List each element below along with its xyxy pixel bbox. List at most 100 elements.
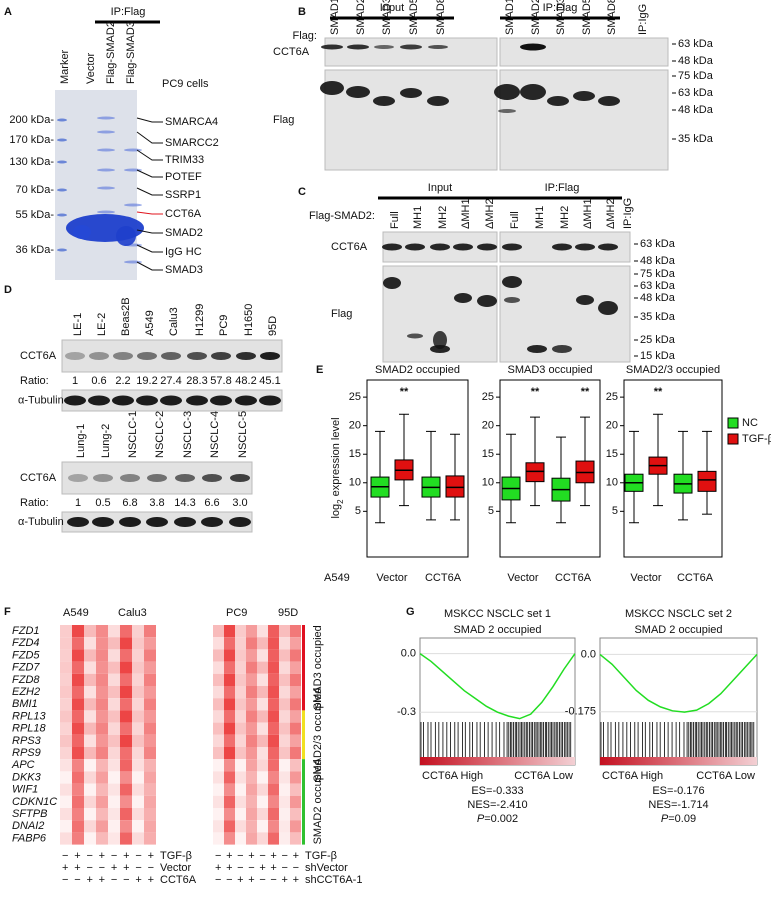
heatmap-cell — [60, 673, 72, 686]
band — [575, 243, 595, 251]
mw-label: 48 kDa — [678, 104, 714, 116]
heatmap-cell — [257, 649, 268, 662]
gene-label: FZD5 — [12, 649, 40, 661]
heatmap-cell — [72, 734, 84, 747]
lane-label: Beas2B — [120, 297, 132, 336]
protein-label: SMAD2 — [165, 227, 203, 239]
rank-bar — [600, 757, 757, 765]
lane-label: SMAD5 — [581, 0, 593, 35]
heatmap-cell — [132, 759, 144, 772]
heatmap-cell — [132, 661, 144, 674]
band — [68, 474, 88, 482]
gene-label: FZD1 — [12, 625, 40, 637]
band — [504, 297, 520, 303]
heatmap-cell — [213, 673, 224, 686]
y-tick-label: 20 — [606, 420, 618, 432]
heatmap-cell — [60, 783, 72, 796]
band — [97, 168, 115, 172]
heatmap-cell — [60, 722, 72, 735]
protein-label: SMAD3 — [165, 264, 203, 276]
heatmap-cell — [120, 649, 132, 662]
group-label: SMAD3 occupied — [312, 625, 324, 710]
lane-label: Marker — [59, 49, 71, 84]
protein-label: SMARCC2 — [165, 137, 219, 149]
protein-label: POTEF — [165, 171, 202, 183]
subplot-subtitle: SMAD 2 occupied — [453, 624, 541, 636]
heatmap-cell — [290, 698, 301, 711]
condition-signs: −+−+−+−+ — [62, 850, 154, 862]
band — [383, 277, 401, 289]
heatmap-cell — [84, 722, 96, 735]
heatmap-cell — [132, 637, 144, 650]
band — [116, 226, 136, 246]
lane-label: MH1 — [412, 206, 424, 229]
leader — [136, 169, 163, 178]
heatmap-cell — [257, 759, 268, 772]
heatmap-cell — [268, 698, 279, 711]
heatmap-cell — [246, 820, 257, 833]
heatmap-cell — [60, 637, 72, 650]
band — [187, 352, 207, 360]
heatmap-cell — [108, 710, 120, 723]
heatmap-cell — [96, 820, 108, 833]
lane-label: Lung-2 — [100, 424, 112, 458]
heatmap-cell — [144, 637, 156, 650]
legend-label: TGF-β — [742, 433, 771, 445]
heatmap-cell — [132, 722, 144, 735]
y-tick-label: 15 — [606, 448, 618, 460]
heatmap-cell — [290, 673, 301, 686]
heatmap-cell — [257, 734, 268, 747]
y-tick-label: 5 — [612, 505, 618, 517]
band — [93, 474, 113, 482]
panel-label: G — [406, 606, 415, 618]
panel-label: E — [316, 364, 323, 376]
band — [57, 213, 67, 217]
heatmap-cell — [108, 698, 120, 711]
condition-label: shVector — [305, 862, 348, 874]
blot — [382, 265, 498, 363]
heatmap-cell — [72, 686, 84, 699]
heatmap-cell — [72, 649, 84, 662]
lane-label: ΔMH2 — [605, 198, 617, 229]
lane-label: MH1 — [534, 206, 546, 229]
heatmap-cell — [120, 795, 132, 808]
group-bar — [302, 625, 305, 711]
band — [73, 225, 91, 239]
heatmap-cell — [60, 625, 72, 638]
ratio-value: 3.0 — [232, 497, 247, 509]
x-tick-label: CCT6A — [555, 572, 592, 584]
heatmap-cell — [72, 820, 84, 833]
heatmap-cell — [132, 820, 144, 833]
heatmap-cell — [268, 710, 279, 723]
blot — [499, 69, 669, 171]
heatmap-cell — [279, 795, 290, 808]
heatmap-cell — [290, 771, 301, 784]
heatmap-cell — [235, 637, 246, 650]
mw-label: 15 kDa — [640, 350, 676, 362]
heatmap-cell — [120, 783, 132, 796]
band — [57, 188, 67, 192]
blot-label: CCT6A — [331, 241, 368, 253]
heatmap-cell — [60, 759, 72, 772]
lane-label: SMAD8 — [435, 0, 447, 35]
band — [598, 96, 620, 106]
band — [57, 248, 67, 252]
protein-label: SSRP1 — [165, 189, 201, 201]
heatmap-cell — [96, 661, 108, 674]
heatmap-cell — [224, 649, 235, 662]
band — [124, 203, 142, 207]
heatmap-cell — [84, 686, 96, 699]
heatmap-cell — [290, 625, 301, 638]
heatmap-cell — [257, 747, 268, 760]
heatmap-cell — [235, 649, 246, 662]
heatmap-cell — [268, 661, 279, 674]
lane-label: Full — [509, 211, 521, 229]
heatmap-cell — [120, 698, 132, 711]
heatmap-cell — [132, 649, 144, 662]
heatmap-cell — [257, 637, 268, 650]
lane-label: Full — [389, 211, 401, 229]
legend-swatch — [727, 417, 739, 429]
band — [427, 96, 449, 106]
heatmap-cell — [96, 832, 108, 845]
